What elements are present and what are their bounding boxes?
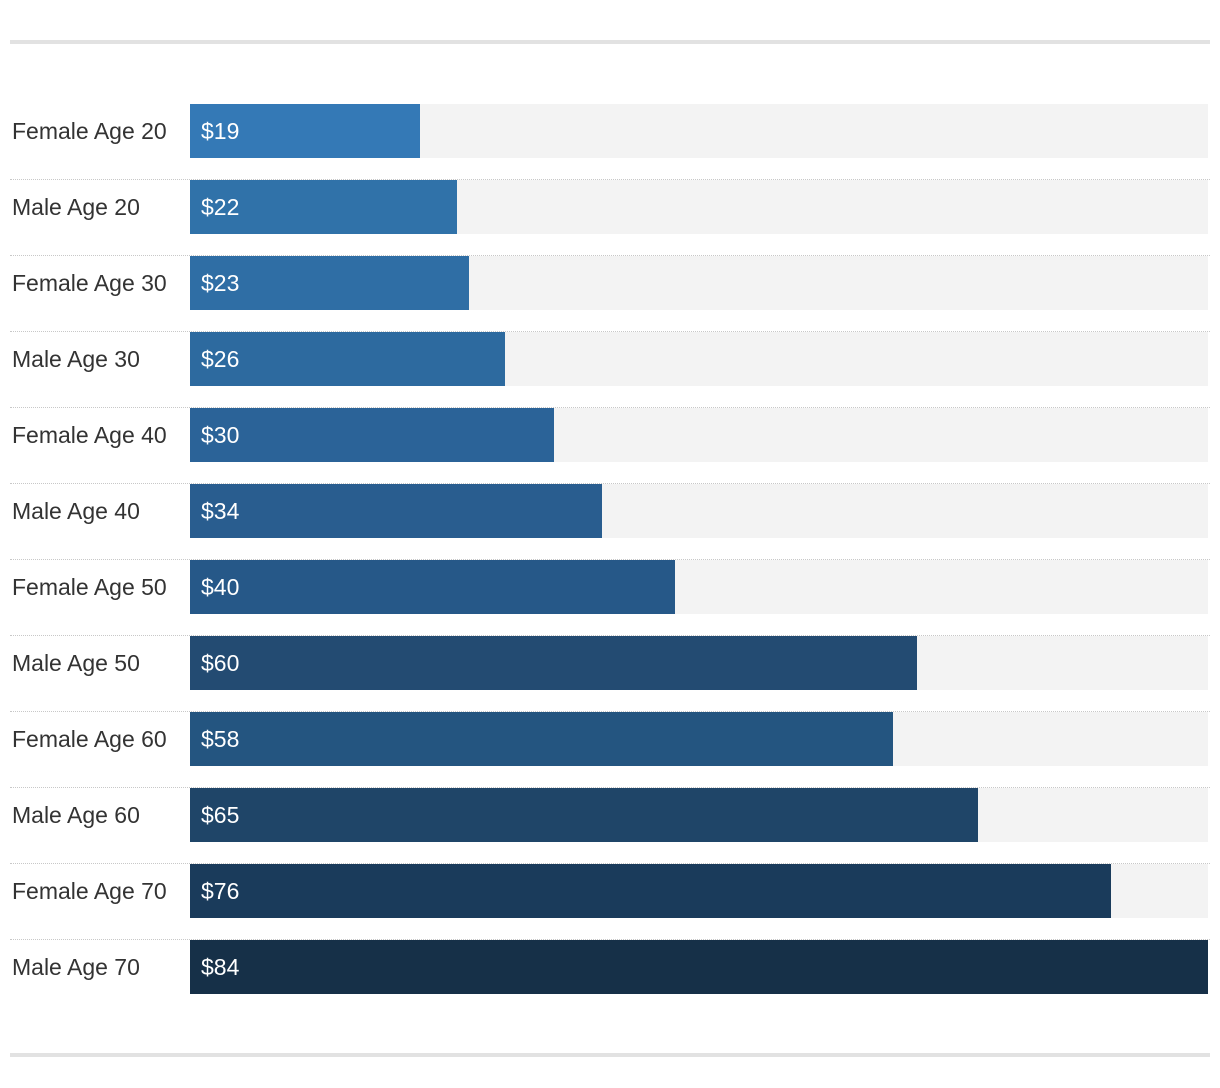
row-separator	[10, 787, 1210, 788]
bar-row: Male Age 40 $34	[10, 484, 1210, 560]
bar-track: $60	[190, 636, 1208, 690]
bar-value-label: $84	[201, 954, 240, 980]
bar: $58	[190, 712, 893, 766]
bar-track: $76	[190, 864, 1208, 918]
row-separator	[10, 863, 1210, 864]
category-label: Male Age 50	[12, 650, 140, 676]
bar-track: $34	[190, 484, 1208, 538]
bar-value-label: $19	[201, 118, 240, 144]
bar-value-label: $65	[201, 802, 240, 828]
bar: $26	[190, 332, 505, 386]
bar: $34	[190, 484, 602, 538]
category-label: Male Age 30	[12, 346, 140, 372]
category-label: Female Age 70	[12, 878, 167, 904]
bottom-rule	[10, 1053, 1210, 1057]
bar-row: Male Age 30 $26	[10, 332, 1210, 408]
row-separator	[10, 407, 1210, 408]
bar: $23	[190, 256, 469, 310]
bar-track: $40	[190, 560, 1208, 614]
bar-track: $22	[190, 180, 1208, 234]
bar: $65	[190, 788, 978, 842]
bar-row: Female Age 20 $19	[10, 104, 1210, 180]
bar-value-label: $40	[201, 574, 240, 600]
bar-row: Female Age 40 $30	[10, 408, 1210, 484]
bar-value-label: $22	[201, 194, 240, 220]
category-label: Female Age 30	[12, 270, 167, 296]
bar-row: Male Age 50 $60	[10, 636, 1210, 712]
bar-value-label: $30	[201, 422, 240, 448]
bar: $60	[190, 636, 917, 690]
bar-value-label: $58	[201, 726, 240, 752]
bar-row: Male Age 20 $22	[10, 180, 1210, 256]
bar: $40	[190, 560, 675, 614]
bar-track: $84	[190, 940, 1208, 994]
category-label: Female Age 20	[12, 118, 167, 144]
row-separator	[10, 559, 1210, 560]
row-separator	[10, 939, 1210, 940]
bar-row: Female Age 50 $40	[10, 560, 1210, 636]
bar-track: $23	[190, 256, 1208, 310]
category-label: Female Age 60	[12, 726, 167, 752]
bar-value-label: $26	[201, 346, 240, 372]
row-separator	[10, 635, 1210, 636]
category-label: Male Age 40	[12, 498, 140, 524]
category-label: Male Age 70	[12, 954, 140, 980]
bar: $84	[190, 940, 1208, 994]
bar: $30	[190, 408, 554, 462]
top-rule	[10, 40, 1210, 44]
bar-value-label: $23	[201, 270, 240, 296]
bar-value-label: $76	[201, 878, 240, 904]
bar-value-label: $34	[201, 498, 240, 524]
row-separator	[10, 483, 1210, 484]
row-separator	[10, 179, 1210, 180]
bar: $76	[190, 864, 1111, 918]
category-label: Female Age 40	[12, 422, 167, 448]
bar-row: Female Age 70 $76	[10, 864, 1210, 940]
bar-track: $19	[190, 104, 1208, 158]
bar-track: $26	[190, 332, 1208, 386]
category-label: Male Age 20	[12, 194, 140, 220]
bar-row: Female Age 60 $58	[10, 712, 1210, 788]
bar-row: Male Age 70 $84	[10, 940, 1210, 1016]
bar-row: Male Age 60 $65	[10, 788, 1210, 864]
bar-track: $30	[190, 408, 1208, 462]
row-separator	[10, 255, 1210, 256]
row-separator	[10, 711, 1210, 712]
category-label: Male Age 60	[12, 802, 140, 828]
bar-track: $65	[190, 788, 1208, 842]
category-label: Female Age 50	[12, 574, 167, 600]
bar: $19	[190, 104, 420, 158]
bar: $22	[190, 180, 457, 234]
bar-row: Female Age 30 $23	[10, 256, 1210, 332]
bar-value-label: $60	[201, 650, 240, 676]
bar-track: $58	[190, 712, 1208, 766]
row-separator	[10, 331, 1210, 332]
